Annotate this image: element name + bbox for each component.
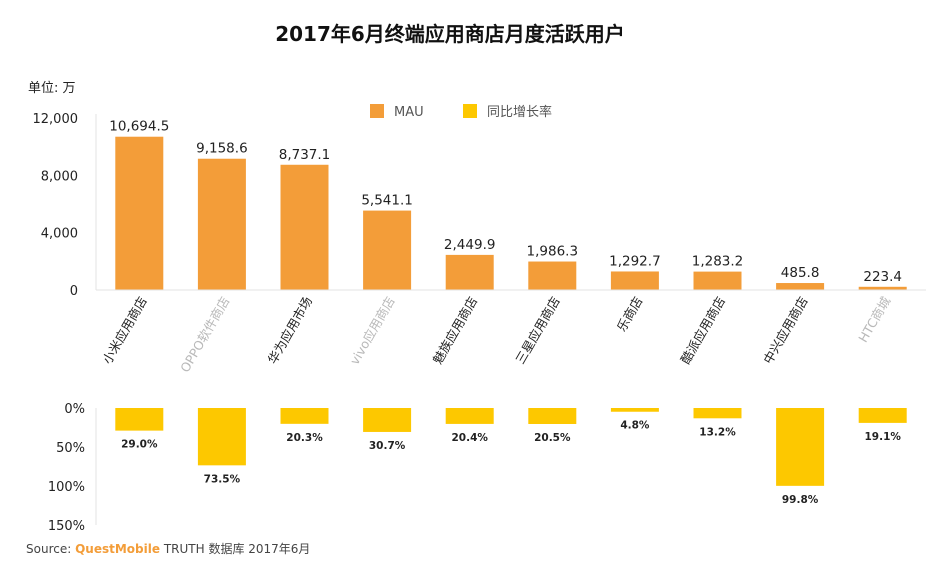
growth-value-label: 30.7% [369, 440, 406, 452]
mau-bar [197, 158, 246, 290]
category-label: vivo应用商店 [347, 294, 398, 367]
category-label: 酷派应用商店 [678, 294, 728, 366]
mau-bars: 10,694.5 9,158.6 8,737.1 5,541.1 2,449.9 1,98… [109, 119, 907, 290]
mau-bar [610, 271, 659, 290]
growth-value-label: 4.8% [620, 420, 650, 432]
legend-label-mau: MAU [394, 105, 424, 120]
mau-value-label: 2,449.9 [444, 237, 496, 253]
source-prefix: Source: [26, 542, 72, 556]
mau-bar [776, 283, 825, 290]
growth-bar [776, 408, 825, 486]
growth-y-tick: 50% [56, 441, 85, 456]
mau-y-tick: 0 [70, 284, 78, 299]
growth-value-label: 73.5% [204, 473, 241, 485]
growth-bar [363, 408, 412, 432]
growth-bars: 29.0% 73.5% 20.3% 30.7% 20.4% 20.5% 4.8% 13.2% 9… [115, 408, 907, 506]
mau-value-label: 10,694.5 [109, 119, 169, 135]
mau-value-label: 1,283.2 [692, 254, 744, 270]
mau-y-tick: 8,000 [41, 169, 78, 184]
mau-value-label: 8,737.1 [279, 147, 331, 163]
source-note: Source: QuestMobile TRUTH 数据库 2017年6月 [26, 540, 310, 557]
growth-y-axis: 0% 50% 100% 150% [48, 402, 85, 534]
mau-value-label: 5,541.1 [361, 193, 413, 209]
category-labels: 小米应用商店 OPPO软件商店 华为应用市场 vivo应用商店 魅族应用商店 三星应用商店… [99, 294, 893, 375]
mau-bar [363, 210, 412, 290]
mau-y-axis: 12,000 8,000 4,000 0 [33, 112, 79, 299]
growth-value-label: 13.2% [699, 426, 736, 438]
growth-bar [858, 408, 907, 423]
mau-value-label: 485.8 [781, 265, 820, 281]
growth-bar [280, 408, 329, 424]
mau-bar [693, 271, 742, 290]
growth-bar [115, 408, 164, 431]
category-label: 中兴应用商店 [760, 294, 810, 366]
mau-bar [115, 136, 164, 290]
growth-bar [528, 408, 577, 424]
mau-value-label: 1,292.7 [609, 253, 661, 269]
legend-swatch-mau [370, 104, 384, 118]
growth-value-label: 19.1% [864, 431, 901, 443]
source-suffix: TRUTH 数据库 2017年6月 [163, 542, 311, 556]
category-label: 小米应用商店 [99, 294, 149, 366]
growth-y-tick: 150% [48, 519, 85, 534]
category-label: 华为应用市场 [265, 294, 315, 366]
growth-value-label: 99.8% [782, 494, 819, 506]
mau-bar [528, 261, 577, 290]
chart-title: 2017年6月终端应用商店月度活跃用户 [275, 22, 625, 46]
mau-y-tick: 4,000 [41, 227, 78, 242]
growth-y-tick: 0% [64, 402, 85, 417]
growth-bar [445, 408, 494, 424]
legend-label-growth: 同比增长率 [487, 104, 552, 120]
mau-value-label: 9,158.6 [196, 141, 248, 157]
growth-value-label: 20.3% [286, 432, 323, 444]
growth-value-label: 29.0% [121, 439, 158, 451]
category-label: HTC商城 [855, 294, 893, 345]
legend: MAU 同比增长率 [370, 104, 552, 120]
unit-label: 单位: 万 [28, 81, 76, 96]
mau-value-label: 223.4 [863, 269, 902, 285]
legend-swatch-growth [463, 104, 477, 118]
category-label: 乐商店 [614, 294, 646, 334]
mau-value-label: 1,986.3 [527, 244, 579, 260]
growth-bar [693, 408, 742, 419]
mau-bar [445, 254, 494, 290]
mau-y-tick: 12,000 [33, 112, 79, 127]
category-label: OPPO软件商店 [177, 294, 232, 375]
growth-bar [610, 408, 659, 412]
mau-bar [858, 286, 907, 290]
growth-bar [197, 408, 246, 466]
mau-bar [280, 164, 329, 290]
growth-value-label: 20.4% [451, 432, 488, 444]
source-brand: QuestMobile [75, 542, 160, 556]
category-label: 魅族应用商店 [430, 294, 480, 366]
category-label: 三星应用商店 [512, 294, 562, 366]
growth-value-label: 20.5% [534, 432, 571, 444]
growth-y-tick: 100% [48, 480, 85, 495]
